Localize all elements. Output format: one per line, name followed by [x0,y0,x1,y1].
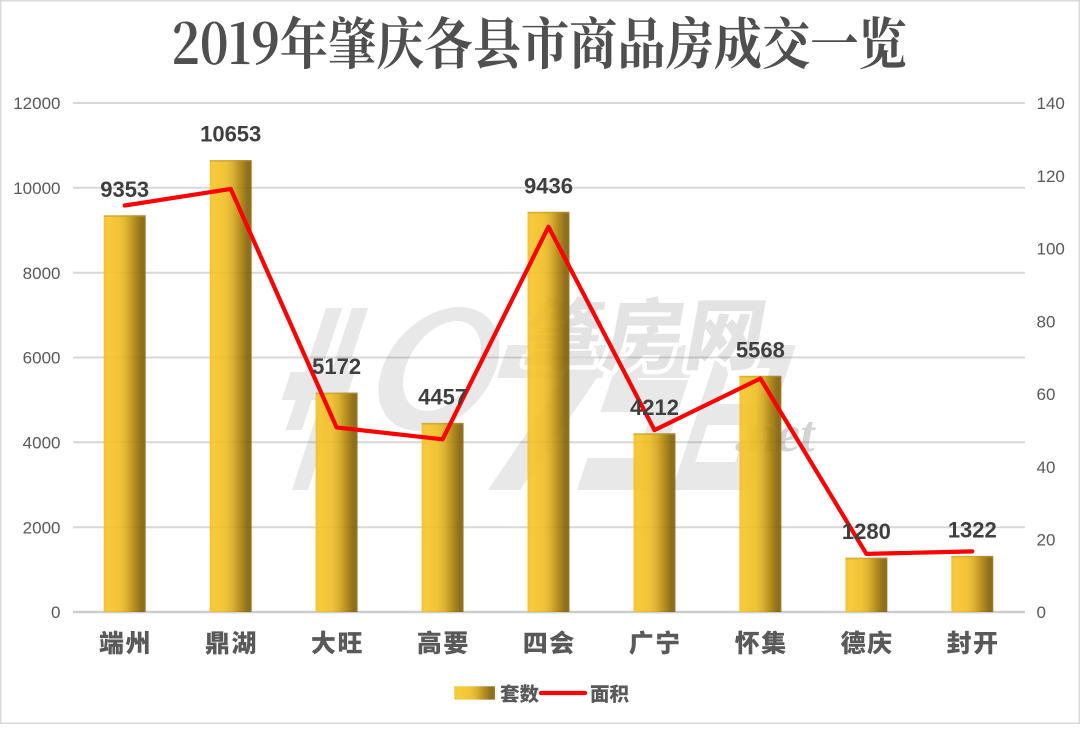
svg-text:8000: 8000 [23,264,61,283]
svg-text:9353: 9353 [100,177,149,202]
svg-text:60: 60 [1037,385,1056,404]
svg-text:6000: 6000 [23,349,61,368]
svg-text:9436: 9436 [524,173,573,198]
svg-text:12000: 12000 [13,94,60,113]
svg-text:4212: 4212 [630,395,679,420]
svg-text:2000: 2000 [23,518,61,537]
svg-text:140: 140 [1037,94,1065,113]
svg-text:120: 120 [1037,167,1065,186]
svg-text:0: 0 [51,603,60,622]
svg-text:1322: 1322 [948,517,997,542]
svg-text:0: 0 [1037,603,1046,622]
svg-text:4000: 4000 [23,434,61,453]
svg-text:1280: 1280 [842,519,891,544]
svg-text:5568: 5568 [736,337,785,362]
svg-text:4457: 4457 [418,384,467,409]
svg-text:100: 100 [1037,240,1065,259]
svg-text:40: 40 [1037,458,1056,477]
svg-text:80: 80 [1037,312,1056,331]
svg-text:5172: 5172 [312,354,361,379]
svg-text:10653: 10653 [200,122,261,147]
svg-text:10000: 10000 [13,179,60,198]
svg-text:20: 20 [1037,531,1056,550]
